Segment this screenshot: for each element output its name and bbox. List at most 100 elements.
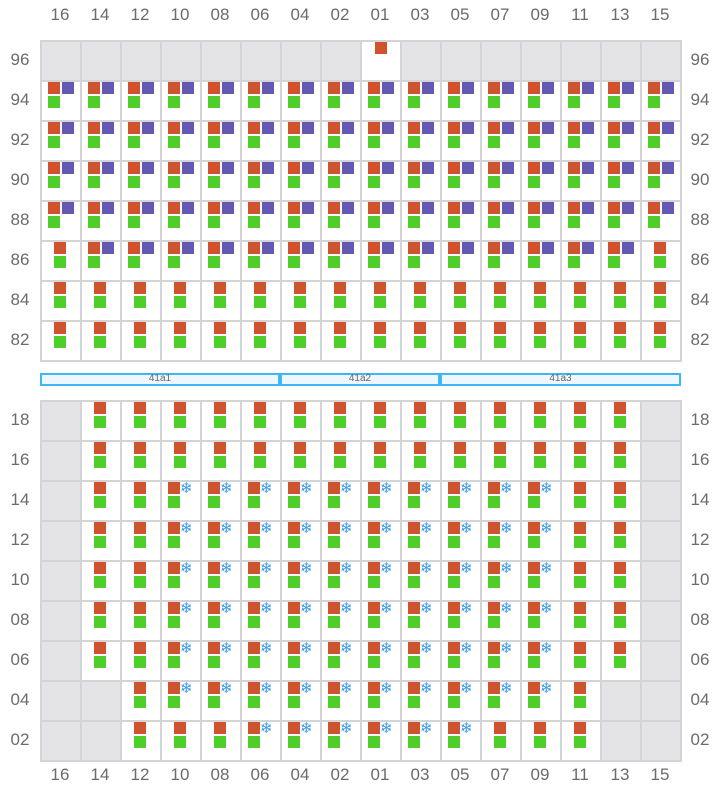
slot-10-11[interactable] xyxy=(562,562,602,602)
slot-92-16[interactable] xyxy=(42,122,82,162)
slot-12-02[interactable]: ❄ xyxy=(322,521,362,562)
slot-10-10[interactable]: ❄ xyxy=(162,561,202,602)
slot-08-07[interactable]: ❄ xyxy=(482,601,522,642)
slot-12-08[interactable]: ❄ xyxy=(202,521,242,562)
slot-16-10[interactable] xyxy=(162,442,202,482)
slot-12-03[interactable]: ❄ xyxy=(402,521,442,562)
slot-18-05[interactable] xyxy=(442,402,482,442)
slot-18-01[interactable] xyxy=(362,402,402,442)
slot-14-13[interactable] xyxy=(602,482,642,522)
slot-14-09[interactable]: ❄ xyxy=(522,481,562,522)
slot-04-04[interactable]: ❄ xyxy=(282,681,322,722)
slot-96-09[interactable] xyxy=(522,42,562,82)
slot-12-09[interactable]: ❄ xyxy=(522,521,562,562)
slot-92-11[interactable] xyxy=(562,122,602,162)
slot-14-16[interactable] xyxy=(42,482,82,522)
slot-92-08[interactable] xyxy=(202,122,242,162)
slot-06-07[interactable]: ❄ xyxy=(482,641,522,682)
slot-94-05[interactable] xyxy=(442,82,482,122)
slot-02-09[interactable] xyxy=(522,722,562,762)
slot-16-01[interactable] xyxy=(362,442,402,482)
slot-14-14[interactable] xyxy=(82,482,122,522)
slot-84-07[interactable] xyxy=(482,282,522,322)
slot-16-12[interactable] xyxy=(122,442,162,482)
slot-88-11[interactable] xyxy=(562,202,602,242)
slot-06-11[interactable] xyxy=(562,642,602,682)
slot-04-02[interactable]: ❄ xyxy=(322,681,362,722)
slot-08-15[interactable] xyxy=(642,602,682,642)
slot-10-05[interactable]: ❄ xyxy=(442,561,482,602)
slot-02-14[interactable] xyxy=(82,722,122,762)
slot-84-03[interactable] xyxy=(402,282,442,322)
slot-08-03[interactable]: ❄ xyxy=(402,601,442,642)
slot-94-02[interactable] xyxy=(322,82,362,122)
slot-06-03[interactable]: ❄ xyxy=(402,641,442,682)
slot-96-05[interactable] xyxy=(442,42,482,82)
slot-88-02[interactable] xyxy=(322,202,362,242)
slot-16-07[interactable] xyxy=(482,442,522,482)
slot-18-13[interactable] xyxy=(602,402,642,442)
slot-04-09[interactable]: ❄ xyxy=(522,681,562,722)
slot-18-06[interactable] xyxy=(242,402,282,442)
slot-14-07[interactable]: ❄ xyxy=(482,481,522,522)
slot-02-04[interactable]: ❄ xyxy=(282,721,322,762)
slot-82-09[interactable] xyxy=(522,322,562,362)
slot-94-08[interactable] xyxy=(202,82,242,122)
slot-04-07[interactable]: ❄ xyxy=(482,681,522,722)
slot-14-05[interactable]: ❄ xyxy=(442,481,482,522)
slot-88-09[interactable] xyxy=(522,202,562,242)
slot-84-09[interactable] xyxy=(522,282,562,322)
slot-82-07[interactable] xyxy=(482,322,522,362)
slot-16-11[interactable] xyxy=(562,442,602,482)
slot-14-04[interactable]: ❄ xyxy=(282,481,322,522)
slot-94-13[interactable] xyxy=(602,82,642,122)
slot-12-11[interactable] xyxy=(562,522,602,562)
slot-90-11[interactable] xyxy=(562,162,602,202)
slot-84-01[interactable] xyxy=(362,282,402,322)
slot-82-02[interactable] xyxy=(322,322,362,362)
slot-14-15[interactable] xyxy=(642,482,682,522)
slot-06-13[interactable] xyxy=(602,642,642,682)
slot-04-12[interactable] xyxy=(122,682,162,722)
slot-04-03[interactable]: ❄ xyxy=(402,681,442,722)
slot-08-09[interactable]: ❄ xyxy=(522,601,562,642)
slot-88-14[interactable] xyxy=(82,202,122,242)
slot-06-05[interactable]: ❄ xyxy=(442,641,482,682)
slot-86-12[interactable] xyxy=(122,242,162,282)
slot-84-08[interactable] xyxy=(202,282,242,322)
slot-96-15[interactable] xyxy=(642,42,682,82)
slot-02-05[interactable]: ❄ xyxy=(442,721,482,762)
slot-90-15[interactable] xyxy=(642,162,682,202)
slot-86-01[interactable] xyxy=(362,242,402,282)
slot-02-02[interactable]: ❄ xyxy=(322,721,362,762)
slot-18-09[interactable] xyxy=(522,402,562,442)
slot-84-11[interactable] xyxy=(562,282,602,322)
slot-02-16[interactable] xyxy=(42,722,82,762)
slot-90-09[interactable] xyxy=(522,162,562,202)
slot-08-10[interactable]: ❄ xyxy=(162,601,202,642)
slot-82-08[interactable] xyxy=(202,322,242,362)
slot-90-07[interactable] xyxy=(482,162,522,202)
slot-14-08[interactable]: ❄ xyxy=(202,481,242,522)
slot-92-02[interactable] xyxy=(322,122,362,162)
slot-18-10[interactable] xyxy=(162,402,202,442)
slot-86-04[interactable] xyxy=(282,242,322,282)
slot-96-07[interactable] xyxy=(482,42,522,82)
slot-92-07[interactable] xyxy=(482,122,522,162)
slot-08-13[interactable] xyxy=(602,602,642,642)
slot-90-04[interactable] xyxy=(282,162,322,202)
slot-18-07[interactable] xyxy=(482,402,522,442)
slot-94-11[interactable] xyxy=(562,82,602,122)
slot-04-08[interactable]: ❄ xyxy=(202,681,242,722)
slot-10-07[interactable]: ❄ xyxy=(482,561,522,602)
slot-04-13[interactable] xyxy=(602,682,642,722)
slot-86-07[interactable] xyxy=(482,242,522,282)
slot-96-16[interactable] xyxy=(42,42,82,82)
slot-84-05[interactable] xyxy=(442,282,482,322)
slot-18-03[interactable] xyxy=(402,402,442,442)
slot-86-08[interactable] xyxy=(202,242,242,282)
slot-88-01[interactable] xyxy=(362,202,402,242)
slot-04-06[interactable]: ❄ xyxy=(242,681,282,722)
slot-86-13[interactable] xyxy=(602,242,642,282)
slot-14-12[interactable] xyxy=(122,482,162,522)
